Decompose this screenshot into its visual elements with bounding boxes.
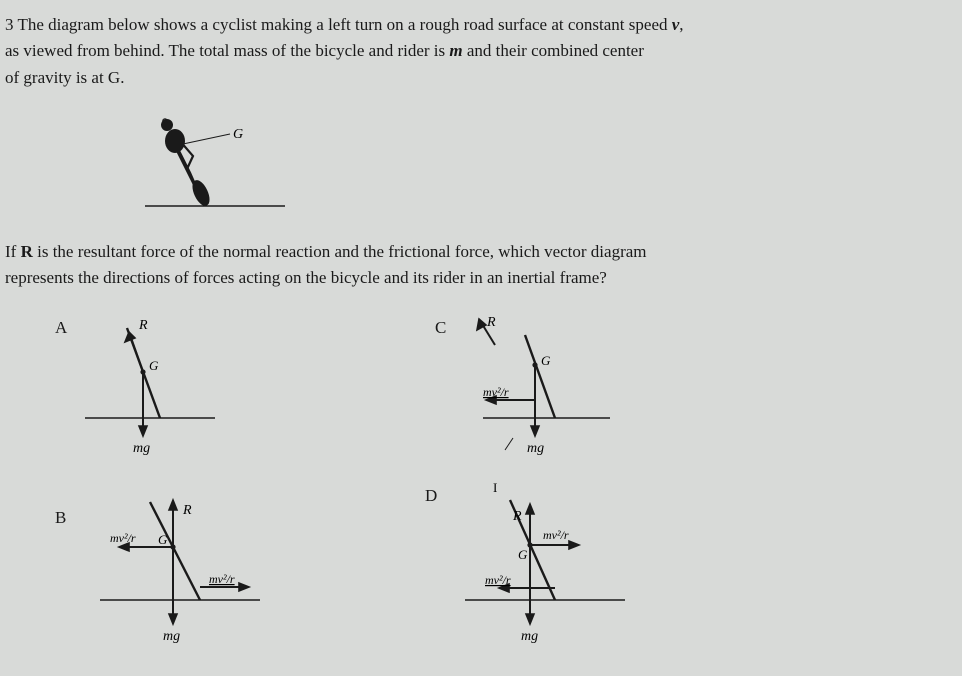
D-G: G [518,547,528,562]
q-line3: of gravity is at G. [5,68,124,87]
C-R: R [486,315,496,330]
sq-rest1: is the resultant force of the normal rea… [33,242,647,261]
B-mv2r-right: mv²/r [209,572,235,586]
label-C: C [435,318,446,338]
sub-question: If R is the resultant force of the norma… [5,239,932,292]
A-G: G [149,358,159,373]
B-mg: mg [163,629,180,644]
options-grid: A R G mg C [5,310,932,660]
option-C: C R G mv²/ [435,310,635,475]
B-R: R [182,503,192,518]
B-G: G [158,532,168,547]
option-D: D I [425,480,655,665]
cyclist-figure: G [135,111,295,216]
A-R: R [138,318,148,333]
cyclist-label-G: G [233,127,243,142]
D-mg: mg [521,629,538,644]
q-line1-suf: , [679,15,683,34]
var-R: R [21,242,33,261]
D-R: R [512,509,522,524]
diagram-C: R G mv²/r mg [435,310,635,470]
D-I: I [493,480,497,495]
question-stem: 3 The diagram below shows a cyclist maki… [5,12,932,91]
A-mg: mg [133,441,150,456]
diagram-D: I R G mv²/r mv²/r mg [425,480,655,660]
sq-rest2: represents the directions of forces acti… [5,268,607,287]
option-A: A R G mg [55,310,235,470]
label-D: D [425,486,437,506]
option-B: B R G [55,492,285,662]
q-line2-pre: as viewed from behind. The total mass of… [5,41,449,60]
q-line2-suf: and their combined center [463,41,644,60]
D-mv2r-bot: mv²/r [485,573,511,587]
label-B: B [55,508,66,528]
diagram-A: R G mg [55,310,235,465]
D-mv2r-top: mv²/r [543,528,569,542]
C-mv2r: mv²/r [483,385,509,399]
sq-pre: If [5,242,21,261]
C-G: G [541,353,551,368]
B-mv2r-left: mv²/r [110,531,136,545]
C-mg: mg [527,441,544,456]
var-m: m [449,41,462,60]
diagram-B: R G mv²/r mv²/r mg [55,492,285,657]
q-line1-pre: 3 The diagram below shows a cyclist maki… [5,15,672,34]
label-A: A [55,318,67,338]
